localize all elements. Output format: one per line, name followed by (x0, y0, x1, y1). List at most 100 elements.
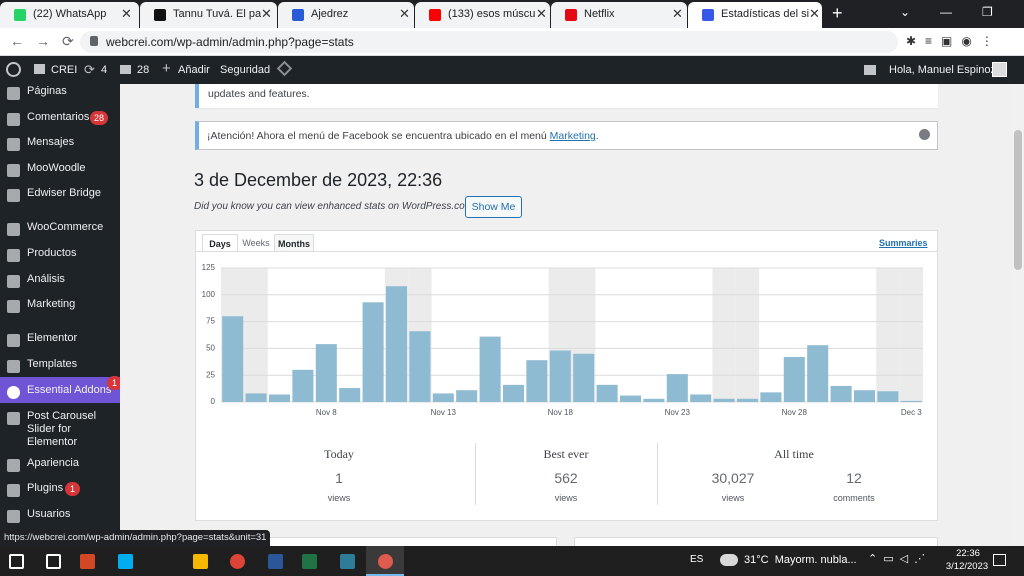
summary-title: Today (324, 447, 354, 461)
tab-close[interactable]: ✕ (809, 6, 820, 21)
menu-item[interactable]: Apariencia (0, 457, 120, 477)
tab-favicon (565, 9, 577, 21)
notice-link[interactable]: Marketing (549, 130, 596, 142)
tab-favicon (429, 9, 441, 21)
menu-label: Marketing (27, 298, 76, 310)
notice-attention: ¡Atención! Ahora el menú de Facebook se … (195, 121, 938, 150)
menu-label: Apariencia (27, 457, 79, 469)
menu-label: MooWoodle (27, 162, 86, 174)
taskbar-app[interactable] (118, 554, 133, 569)
weather[interactable]: 31°C Mayorm. nubla... (744, 554, 857, 566)
menu-item[interactable]: Usuarios (0, 508, 120, 528)
menu-badge: 1 (65, 482, 80, 496)
menu-item[interactable]: MooWoodle (0, 162, 120, 182)
browser-tab[interactable]: Ajedrez ✕ (278, 2, 414, 28)
nav-buttons[interactable]: ←→⟳ (10, 33, 86, 49)
x-tick-label: Nov 18 (548, 408, 574, 417)
taskbar-app[interactable] (80, 554, 95, 569)
status-url: https://webcrei.com/wp-admin/admin.php?p… (0, 530, 271, 546)
menu-item[interactable]: Essential Addons 1 (0, 376, 120, 403)
tab-close[interactable]: ✕ (261, 6, 272, 21)
menu-item[interactable]: Comentarios 28 (0, 111, 120, 131)
period-tab[interactable]: Weeks (242, 238, 270, 248)
notifications[interactable] (993, 554, 1006, 566)
menu-label: Essential Addons (27, 384, 112, 396)
taskbar-app[interactable] (302, 554, 317, 569)
taskbar-app[interactable] (9, 554, 24, 569)
browser-tab[interactable]: (22) WhatsApp ✕ (0, 2, 139, 28)
menu-item[interactable]: Post Carousel Slider for Elementor (0, 410, 120, 448)
lock-icon (90, 36, 98, 46)
taskbar-app[interactable] (268, 554, 283, 569)
input-language[interactable]: ES (690, 554, 704, 565)
menu-item[interactable]: Marketing (0, 298, 120, 318)
dismiss[interactable] (919, 129, 930, 140)
active-app[interactable] (366, 546, 404, 576)
security[interactable]: Seguridad (220, 64, 271, 76)
menu-item[interactable]: WooCommerce (0, 221, 120, 241)
bar (853, 390, 876, 402)
taskbar-app[interactable] (340, 554, 355, 569)
wp-logo[interactable] (6, 62, 21, 77)
site-name[interactable]: CREI (51, 64, 78, 76)
notice-text: updates and features. (208, 88, 310, 100)
taskbar-app[interactable] (46, 554, 61, 569)
bar (713, 398, 735, 402)
updates-count[interactable]: 4 (101, 64, 108, 76)
browser-tab[interactable]: Netflix ✕ (551, 2, 687, 28)
menu-item[interactable]: Páginas (0, 85, 120, 105)
weekend-band (899, 268, 923, 402)
menu-item[interactable]: Plugins 1 (0, 482, 120, 502)
bar (619, 395, 642, 402)
clock-date[interactable]: 3/12/2023 (945, 561, 989, 572)
address-toolbar: ←→⟳ webcrei.com/wp-admin/admin.php?page=s… (0, 28, 1024, 56)
menu-item[interactable]: Templates (0, 358, 120, 378)
bar (549, 350, 571, 402)
tab-close[interactable]: ✕ (399, 6, 410, 21)
summary-value: 562 (554, 470, 578, 486)
menu-item[interactable]: Mensajes (0, 136, 120, 156)
add-new[interactable]: Añadir (178, 64, 210, 76)
tab-close[interactable]: ✕ (121, 6, 132, 21)
tab-close[interactable]: ✕ (672, 6, 683, 21)
toolbar-icons: ✱≡▣◉⋮ (906, 34, 1002, 48)
menu-item[interactable]: Productos (0, 247, 120, 267)
menu-item[interactable]: Edwiser Bridge (0, 187, 120, 207)
promo-text: Did you know you can view enhanced stats… (194, 201, 479, 212)
admin-bar: CREI ⟳ 4 28 + Añadir Seguridad Hola, Manuel Esp… (0, 56, 1024, 84)
menu-label: Edwiser Bridge (27, 187, 101, 199)
taskbar-app[interactable] (378, 554, 393, 569)
bar (526, 360, 548, 402)
tab-title: Netflix (584, 8, 615, 20)
bar (432, 393, 454, 402)
summary-title: Best ever (543, 447, 589, 461)
notice-text: ¡Atención! Ahora el menú de Facebook se … (207, 130, 599, 142)
period-tab[interactable]: Months (274, 234, 314, 252)
taskbar-app[interactable] (230, 554, 245, 569)
clock-time[interactable]: 22:36 (956, 548, 980, 559)
omnibox[interactable]: webcrei.com/wp-admin/admin.php?page=stat… (80, 31, 898, 53)
menu-item[interactable]: Análisis (0, 273, 120, 293)
bar (760, 392, 782, 402)
menu-icon (7, 300, 20, 313)
taskbar-app[interactable] (193, 554, 208, 569)
summaries-link[interactable]: Summaries (879, 238, 928, 248)
new-tab[interactable]: + (832, 3, 843, 23)
summary-value: 12 (846, 470, 862, 486)
browser-tab[interactable]: Estadísticas del sitio✕ (688, 2, 822, 28)
bar (268, 394, 291, 402)
browser-tab[interactable]: (133) esos músculos d✕ (415, 2, 550, 28)
show-me-button[interactable]: Show Me (465, 196, 522, 218)
summary-title: All time (774, 447, 814, 461)
browser-tab[interactable]: Tannu Tuvá. El país qu✕ (140, 2, 277, 28)
tab-close[interactable]: ✕ (536, 6, 547, 21)
greeting[interactable]: Hola, Manuel Espinoza (889, 64, 1003, 76)
tab-title: Tannu Tuvá. El país qu (173, 8, 261, 20)
period-tab[interactable]: Days (202, 234, 238, 252)
menu-item[interactable]: Elementor (0, 332, 120, 352)
menu-icon (7, 334, 20, 347)
menu-icon (7, 386, 20, 399)
comments-count[interactable]: 28 (137, 64, 150, 76)
home-icon (34, 64, 45, 74)
